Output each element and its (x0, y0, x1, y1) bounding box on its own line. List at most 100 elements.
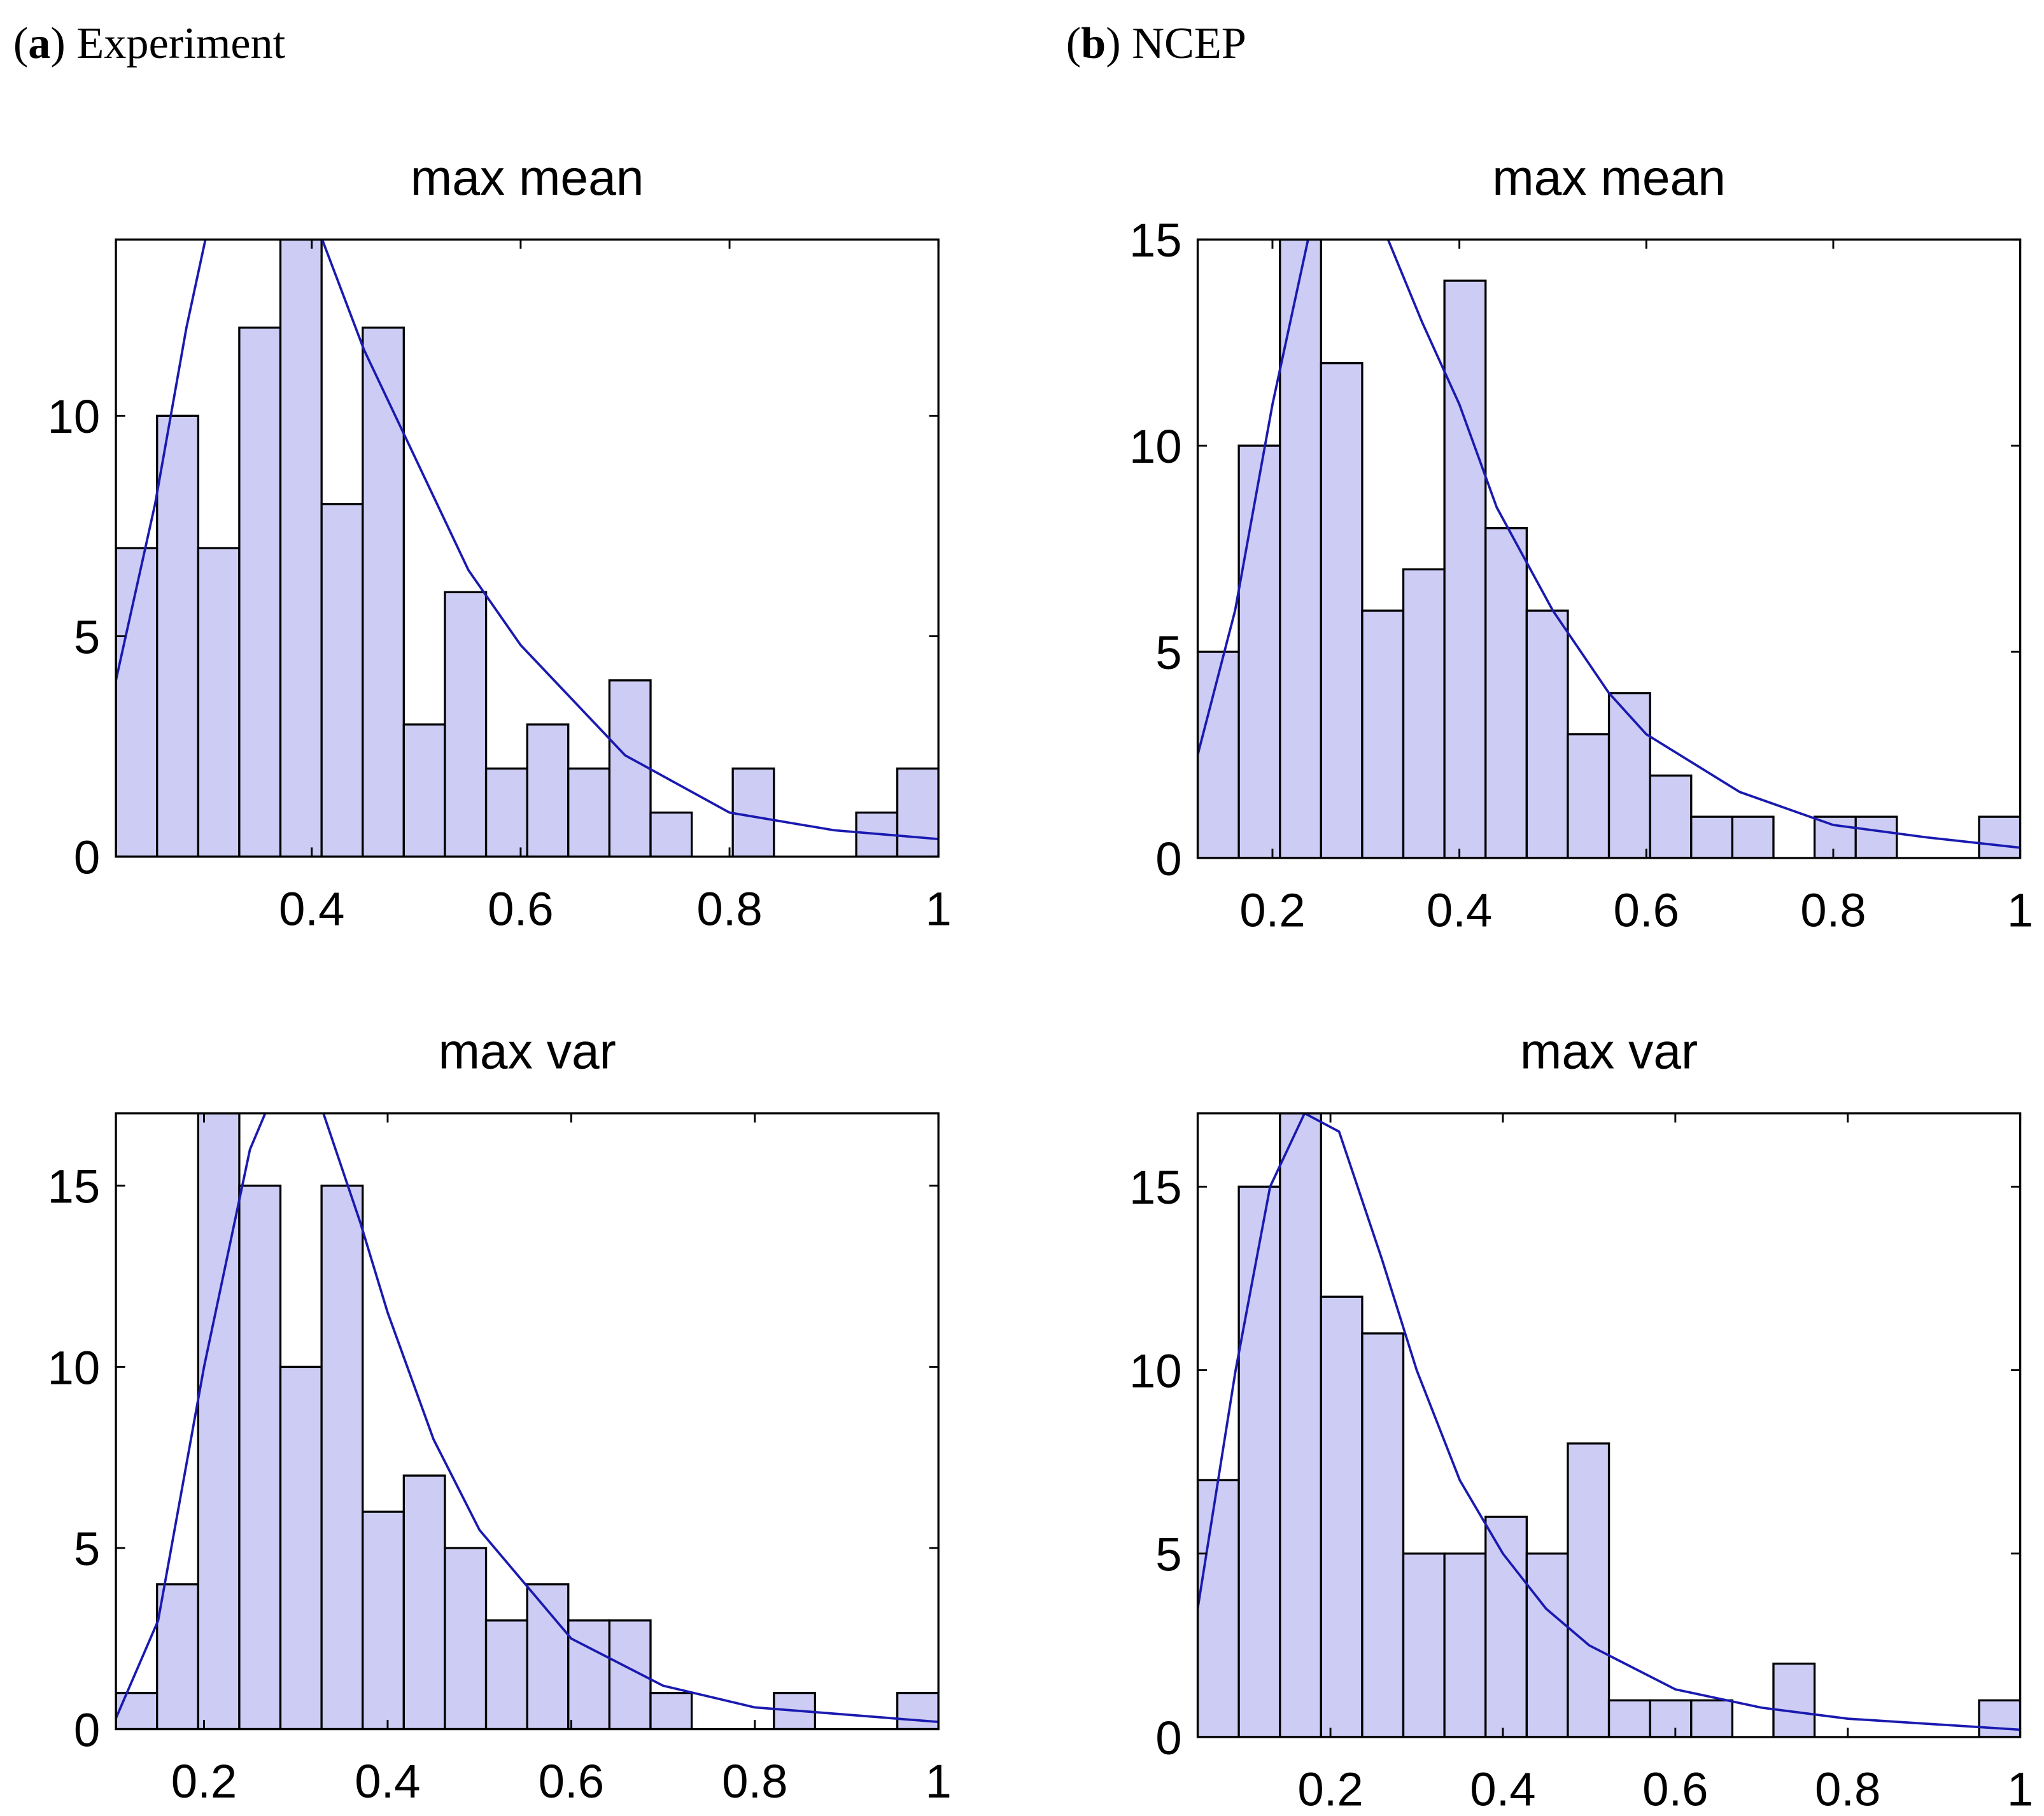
x-tick-label: 0.6 (1642, 1763, 1708, 1815)
bar (444, 591, 488, 857)
y-tick-label: 10 (1129, 1344, 1182, 1397)
y-tick-label: 5 (74, 1523, 100, 1575)
x-tick-label: 0.4 (1427, 883, 1492, 936)
bar (1237, 444, 1281, 858)
y-tick-label: 10 (1129, 420, 1182, 473)
subplot: max mean 0 5 10 15 0.2 0.4 0.6 0.8 1 (1129, 150, 2033, 936)
bar (1320, 1295, 1364, 1737)
bar (1649, 1699, 1693, 1737)
fit-curve (116, 239, 939, 841)
bar (484, 1619, 528, 1729)
panel-label-part: ) Experiment (50, 18, 285, 68)
bar (1361, 1332, 1405, 1737)
axes-box (1196, 1112, 2022, 1738)
subplot: max var 0 5 10 15 0.2 0.4 0.6 0.8 1 (1129, 1024, 2033, 1816)
bar (484, 767, 528, 857)
subplot: max mean 0 5 10 0.4 0.6 0.8 1 (48, 150, 952, 935)
bars (116, 239, 939, 857)
y-tick-label: 5 (1155, 1528, 1181, 1581)
x-tick-label: 0.8 (696, 882, 762, 935)
bar (320, 1185, 364, 1729)
bar (1567, 1442, 1611, 1737)
axes-box (1196, 238, 2022, 859)
bar (116, 547, 159, 857)
x-tick-label: 0.2 (1297, 1763, 1363, 1815)
x-tick-label: 0.6 (1614, 883, 1679, 936)
bar (1978, 1699, 2020, 1737)
bar (197, 1113, 241, 1729)
x-tick-label: 0.2 (171, 1755, 237, 1808)
bar (567, 1619, 611, 1729)
bar (1607, 1699, 1651, 1737)
bar (444, 1547, 488, 1729)
y-tick-label: 5 (74, 610, 100, 663)
bars (116, 1113, 939, 1729)
fit-curve (1197, 1113, 2020, 1731)
x-tick-label: 0.2 (1239, 883, 1305, 936)
x-tick-label: 0.4 (279, 882, 344, 935)
y-tick-label: 10 (48, 390, 101, 443)
fit-curve (1197, 239, 2020, 849)
bar (567, 767, 611, 857)
x-tick-label: 0.4 (1470, 1763, 1535, 1815)
bar (1813, 815, 1857, 858)
bar (320, 503, 364, 857)
bar (1402, 1552, 1446, 1737)
x-tick-label: 1 (2007, 1763, 2033, 1815)
x-tick-label: 1 (926, 882, 952, 935)
bar (116, 1691, 159, 1729)
subplot-title: max mean (1492, 150, 1726, 206)
y-tick-label: 15 (48, 1160, 101, 1213)
x-tick-label: 1 (2007, 883, 2033, 936)
bar (1443, 279, 1487, 858)
y-tick-label: 15 (1129, 1161, 1182, 1214)
bar (1279, 239, 1322, 858)
x-tick-label: 0.6 (488, 882, 553, 935)
bar (1279, 1113, 1322, 1737)
x-tick-label: 0.8 (722, 1755, 787, 1808)
x-tick-label: 0.8 (1815, 1763, 1880, 1815)
bar (1731, 815, 1775, 858)
bar (197, 547, 241, 857)
bar (1197, 651, 1240, 858)
bar (649, 1691, 693, 1729)
bar (649, 811, 693, 857)
bar (896, 767, 939, 857)
y-tick-label: 0 (74, 831, 100, 884)
bar (402, 1474, 446, 1729)
bar (1772, 1663, 1816, 1737)
bar (1402, 568, 1446, 858)
bar (156, 414, 200, 857)
bar (1690, 815, 1734, 858)
bar (402, 723, 446, 857)
bar (1484, 527, 1528, 858)
bar (896, 1691, 939, 1729)
y-tick-label: 0 (1155, 833, 1181, 885)
bar (608, 679, 652, 857)
x-tick-label: 0.4 (355, 1755, 420, 1808)
fit-curve (116, 1113, 939, 1724)
bar (1320, 362, 1364, 858)
panel-label-part: b (1081, 18, 1106, 68)
bar (362, 327, 405, 857)
bar (526, 1583, 570, 1729)
bar (1854, 815, 1898, 858)
panel-label: (a) Experiment (13, 18, 286, 68)
bars (1197, 1113, 2020, 1737)
axes-box (115, 1112, 940, 1731)
bar (362, 1510, 405, 1729)
panel-label-part: ( (1066, 18, 1081, 68)
subplot-title: max var (438, 1024, 616, 1080)
bar (1649, 774, 1693, 858)
bar (279, 239, 323, 857)
bar (1484, 1516, 1528, 1737)
y-tick-label: 5 (1155, 626, 1181, 679)
panel-label: (b) NCEP (1066, 18, 1246, 68)
subplot-title: max var (1520, 1024, 1698, 1080)
y-tick-label: 0 (74, 1703, 100, 1756)
bar (1525, 1552, 1569, 1737)
bar (279, 1365, 323, 1729)
bar (1978, 815, 2020, 858)
